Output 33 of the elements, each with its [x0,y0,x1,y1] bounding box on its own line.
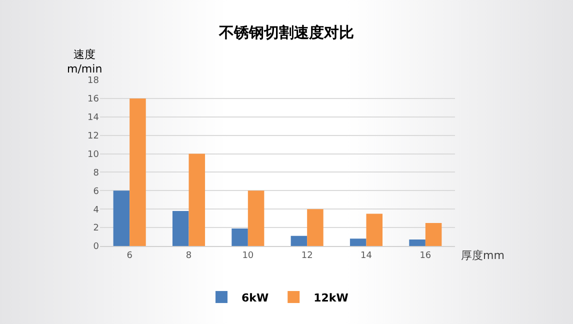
bar [425,222,442,246]
bar [290,236,308,246]
y-tick-label: 4 [93,205,100,216]
y-tick-label: 0 [93,242,100,252]
legend-label: 12kW [314,291,348,304]
bar [130,98,146,246]
y-axis-title: 速度 m/min [67,48,102,76]
y-tick-label: 6 [93,186,100,197]
y-tick-label: 18 [88,76,100,86]
bar [113,190,130,246]
y-tick-label: 2 [93,224,99,234]
chart-title: 不锈钢切割速度对比 [218,24,354,42]
y-tick-label: 8 [93,168,100,178]
legend-label: 6kW [242,291,269,304]
y-tick-label: 16 [88,94,100,105]
x-tick-label: 6 [126,250,133,261]
x-tick-label: 12 [301,250,313,261]
x-tick-label: 10 [242,250,254,261]
bar [232,228,248,246]
bar [172,210,189,246]
bar [188,154,206,246]
x-axis-title: 厚度mm [461,249,504,262]
x-tick-label: 16 [420,250,432,261]
bar [248,190,264,246]
bar [366,214,383,246]
x-tick-label: 8 [186,250,192,261]
x-tick-label: 14 [360,250,372,261]
bar [409,240,426,246]
y-tick-label: 12 [88,131,99,142]
bar [350,238,366,246]
y-tick-label: 14 [88,113,100,124]
bar [307,209,324,246]
y-tick-label: 10 [88,150,100,160]
